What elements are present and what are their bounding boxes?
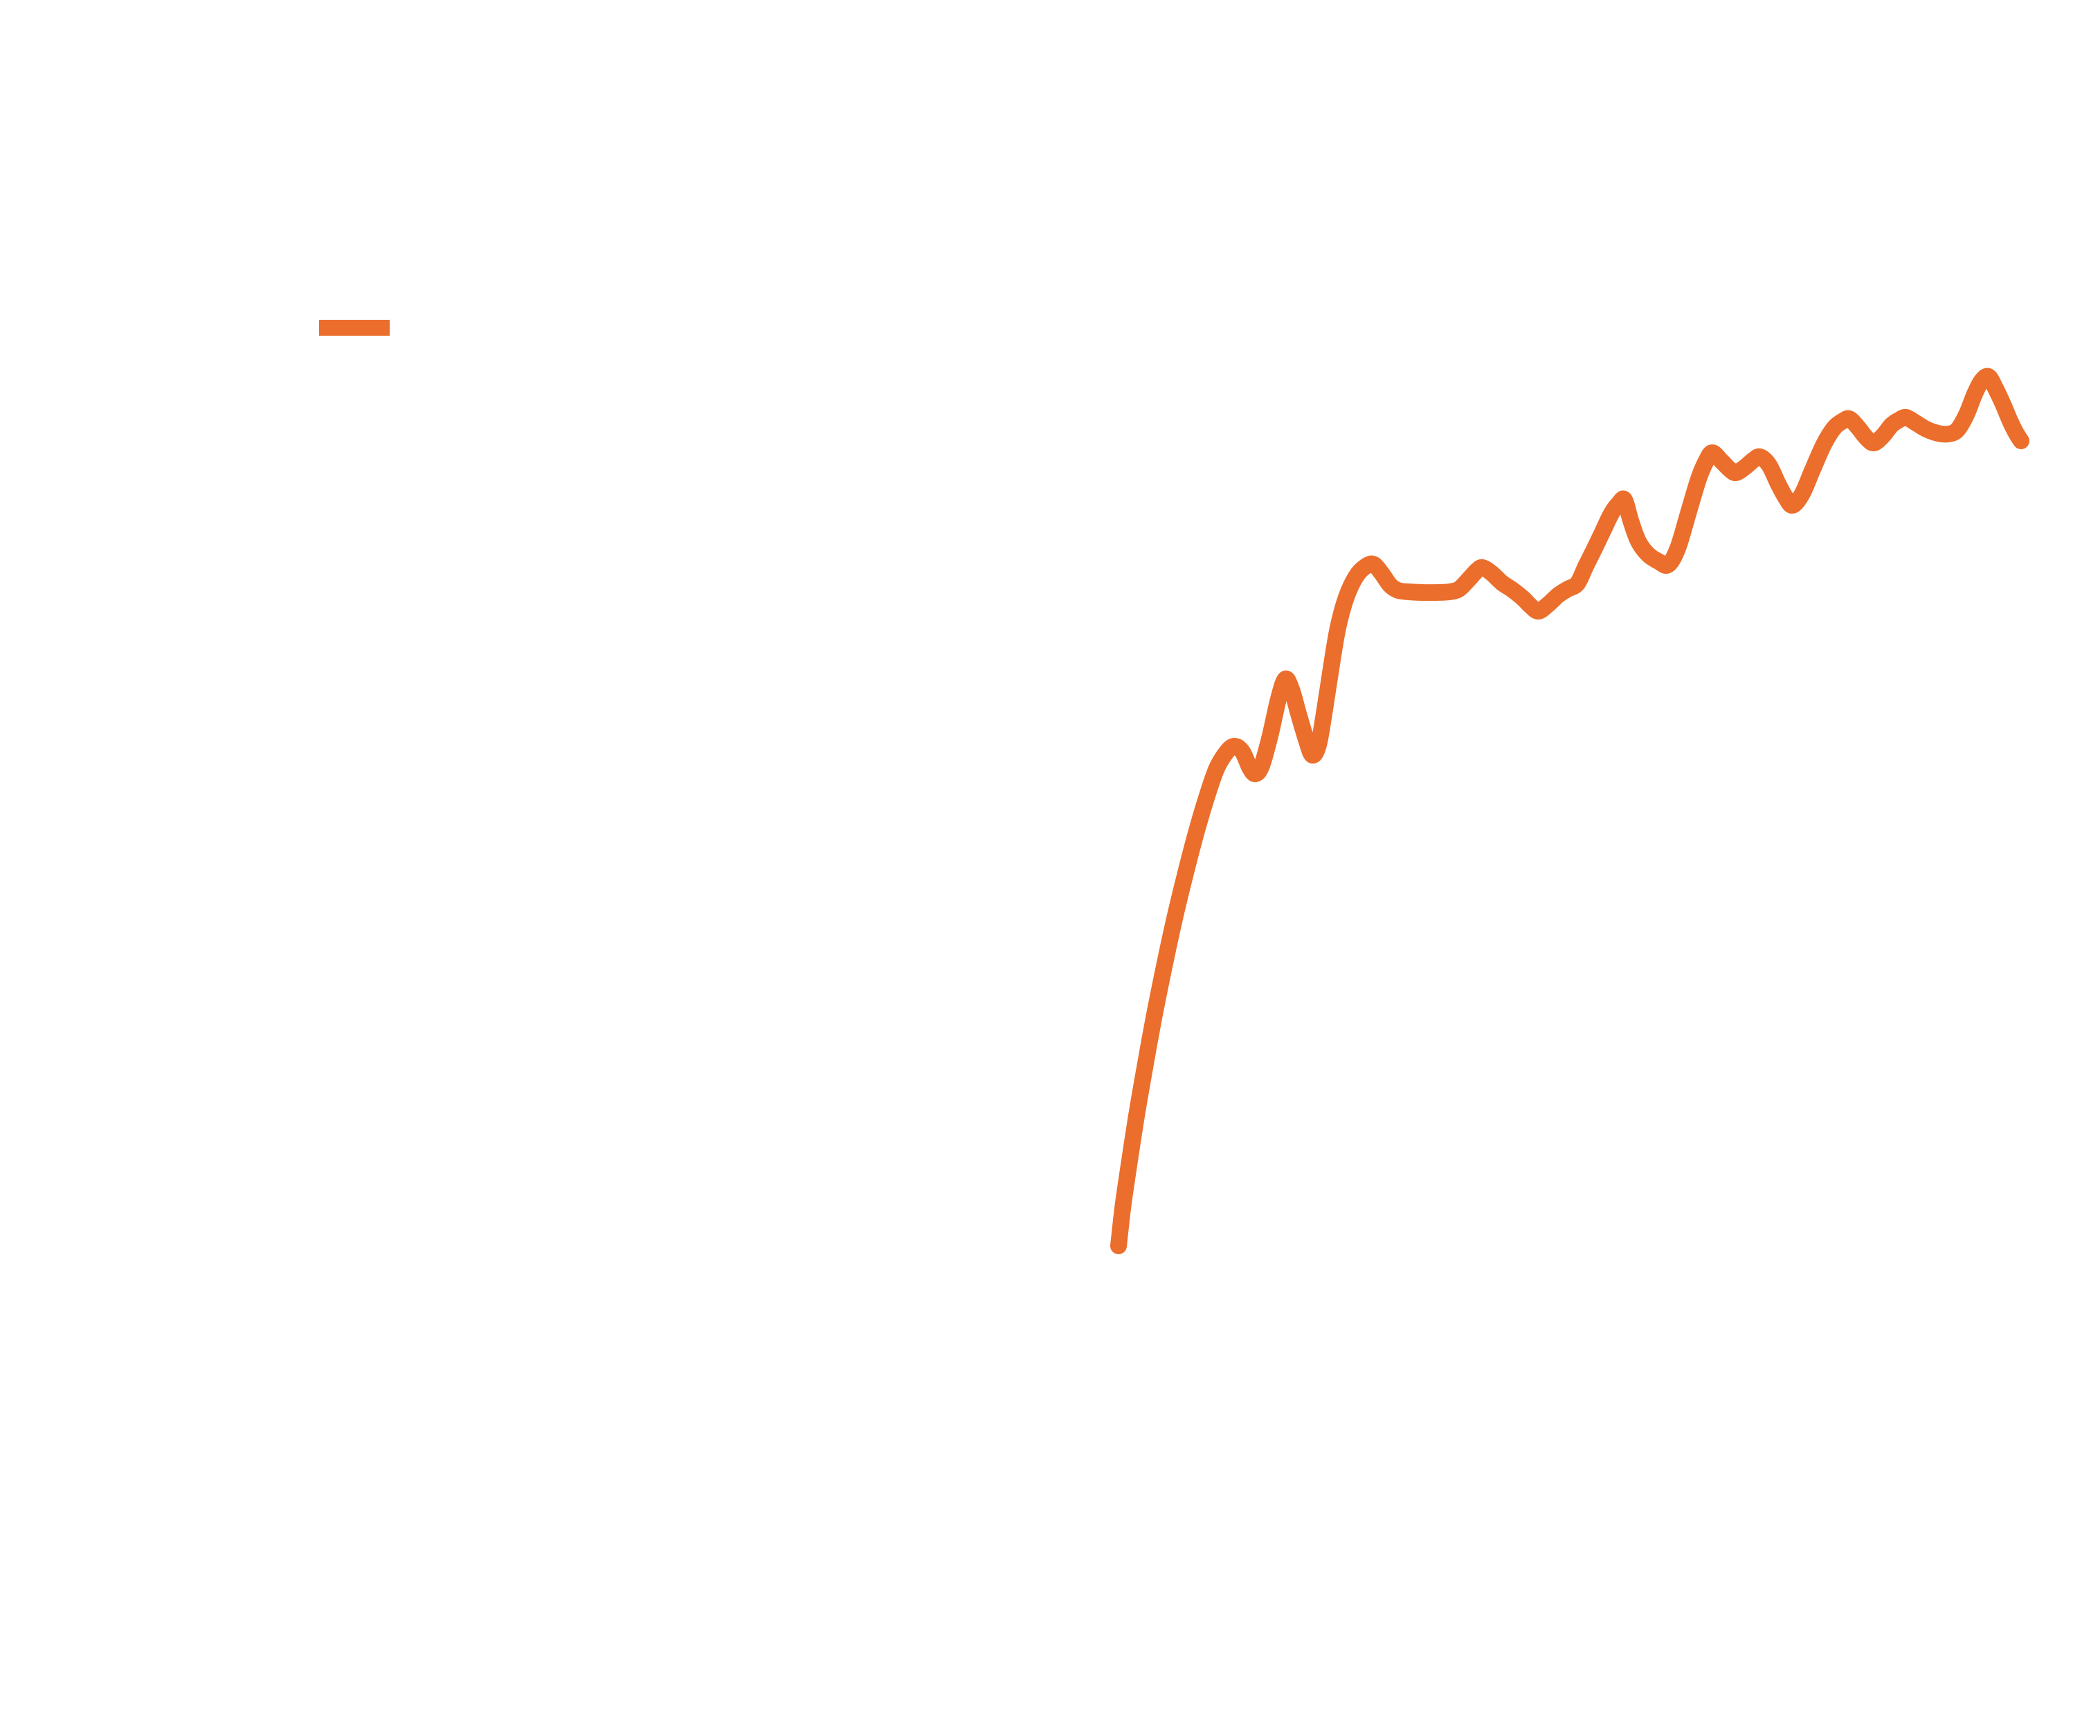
series-line	[1110, 368, 2029, 1254]
legend-key-line	[319, 320, 390, 336]
legend	[319, 320, 406, 336]
